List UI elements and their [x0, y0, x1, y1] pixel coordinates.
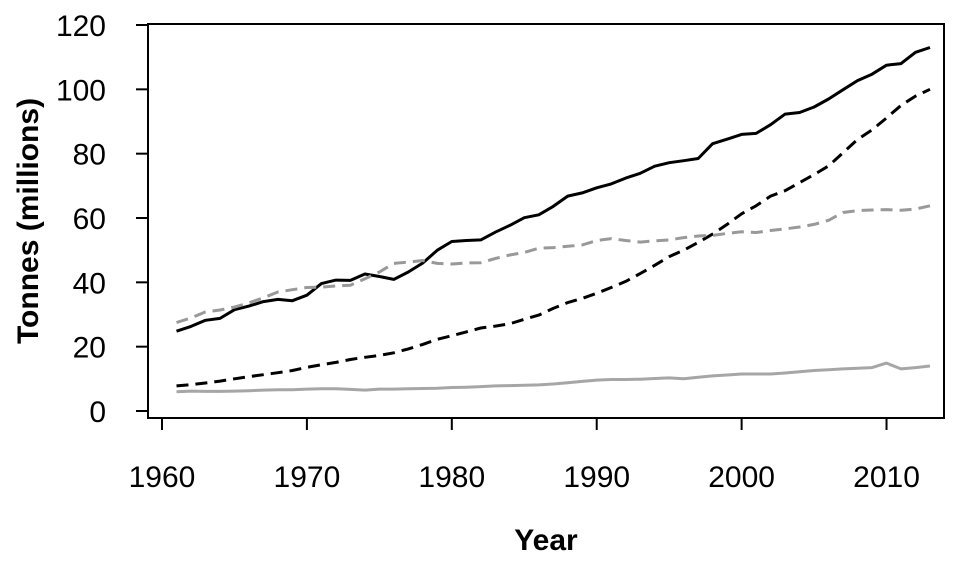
- y-axis: 0 20 40 60 80 100 120: [56, 10, 148, 429]
- x-tick-label: 1990: [563, 461, 630, 494]
- x-axis-title: Year: [514, 524, 578, 557]
- x-tick-label: 1970: [274, 461, 341, 494]
- x-tick-label: 1980: [418, 461, 485, 494]
- y-tick-label: 20: [73, 332, 106, 365]
- series-lines: [176, 46, 931, 394]
- x-tick-label: 2000: [708, 461, 775, 494]
- y-tick-label: 0: [89, 396, 106, 429]
- series-line-3: [176, 204, 931, 324]
- y-axis-title: Tonnes (millions): [12, 98, 45, 344]
- plot-frame: [147, 23, 945, 419]
- series-line-2: [176, 87, 931, 388]
- y-tick-label: 40: [73, 267, 106, 300]
- y-tick-label: 60: [73, 203, 106, 236]
- x-tick-label: 2010: [853, 461, 920, 494]
- series-line-1: [176, 46, 931, 333]
- y-tick-label: 80: [73, 139, 106, 172]
- y-tick-label: 120: [56, 10, 106, 43]
- series-line-4: [176, 361, 931, 394]
- x-tick-label: 1960: [129, 461, 196, 494]
- y-tick-label: 100: [56, 74, 106, 107]
- x-axis: 1960 1970 1980 1990 2000 2010: [129, 417, 920, 494]
